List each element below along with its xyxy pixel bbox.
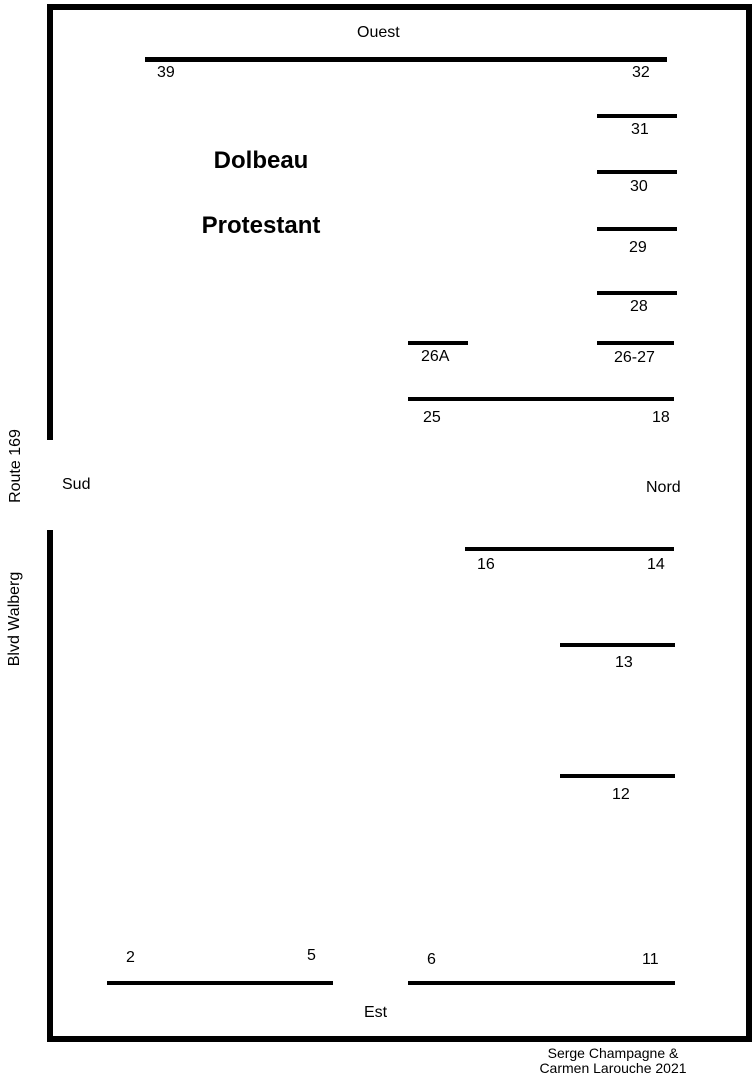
section-label-11: 11 — [642, 951, 659, 968]
section-label-16: 16 — [477, 556, 495, 573]
section-line-12 — [560, 774, 675, 778]
map-border-top — [47, 4, 752, 10]
section-label-28: 28 — [630, 298, 648, 315]
section-line-28 — [597, 291, 677, 295]
section-label-39: 39 — [157, 64, 175, 81]
direction-south-label: Sud — [62, 476, 91, 493]
section-line-25-18 — [408, 397, 674, 401]
map-border-bottom — [47, 1036, 752, 1042]
road-route-169-label: Route 169 — [7, 429, 24, 503]
map-credit: Serge Champagne & Carmen Larouche 2021 — [498, 1046, 728, 1075]
section-line-6-11 — [408, 981, 675, 985]
section-line-26-27 — [597, 341, 674, 345]
map-border-left-lower — [47, 530, 53, 1042]
section-label-25: 25 — [423, 409, 441, 426]
section-label-26-27: 26-27 — [614, 349, 655, 366]
section-label-32: 32 — [632, 64, 650, 81]
map-border-right — [746, 4, 752, 1042]
section-line-2-5 — [107, 981, 333, 985]
cemetery-title-line2: Protestant — [201, 212, 321, 239]
section-label-5: 5 — [307, 947, 316, 964]
section-label-30: 30 — [630, 178, 648, 195]
section-label-26A: 26A — [421, 348, 450, 365]
map-border-left-upper — [47, 4, 53, 440]
section-label-13: 13 — [615, 654, 633, 671]
section-line-26A — [408, 341, 468, 345]
cemetery-title-line1: Dolbeau — [213, 147, 309, 174]
direction-east-label: Est — [364, 1004, 388, 1021]
map-credit-line1: Serge Champagne & — [547, 1045, 679, 1061]
section-label-31: 31 — [631, 121, 649, 138]
section-label-2: 2 — [126, 949, 135, 966]
direction-west-label: Ouest — [357, 24, 400, 41]
section-label-29: 29 — [629, 239, 647, 256]
section-line-30 — [597, 170, 677, 174]
map-credit-line2: Carmen Larouche 2021 — [539, 1059, 687, 1076]
section-line-29 — [597, 227, 677, 231]
section-label-6: 6 — [427, 951, 436, 968]
section-line-16-14 — [465, 547, 674, 551]
section-line-13 — [560, 643, 675, 647]
section-line-31 — [597, 114, 677, 118]
section-label-14: 14 — [647, 556, 665, 573]
section-line-39-32 — [145, 57, 667, 62]
section-label-18: 18 — [652, 409, 670, 426]
direction-north-label: Nord — [646, 479, 681, 496]
road-blvd-walberg-label: Blvd Walberg — [6, 571, 23, 667]
section-label-12: 12 — [612, 786, 630, 803]
